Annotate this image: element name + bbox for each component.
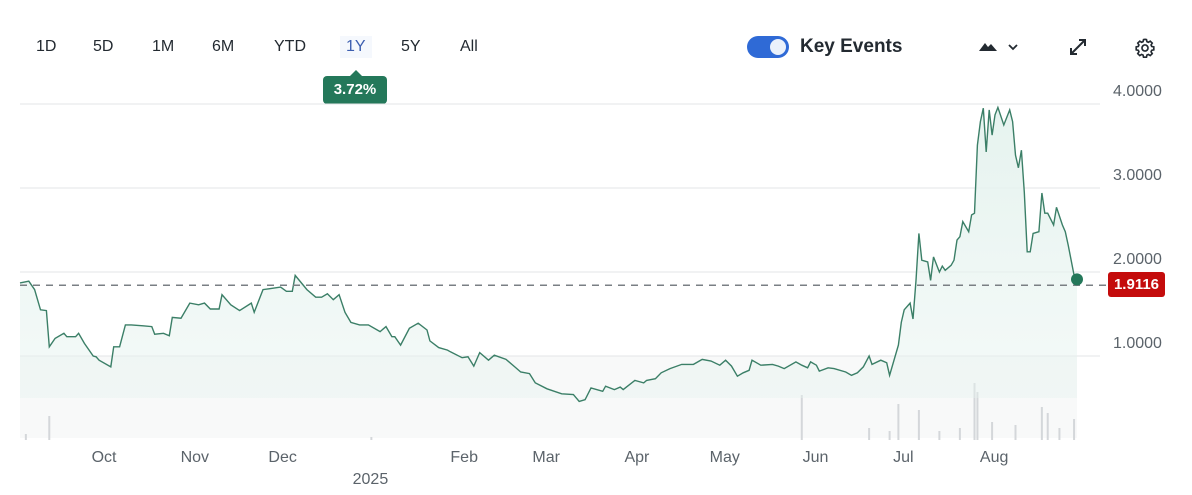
x-tick-label: Apr xyxy=(624,449,650,466)
volume-bar xyxy=(897,404,900,440)
volume-bar xyxy=(1046,413,1049,440)
volume-bar xyxy=(917,410,920,440)
last-price-tag: 1.9116 xyxy=(1108,272,1165,297)
volume-bar xyxy=(24,434,27,440)
volume-bar xyxy=(1014,425,1017,440)
x-tick-label: Dec xyxy=(268,449,296,466)
range-button-5y[interactable]: 5Y xyxy=(401,38,421,55)
range-button-all[interactable]: All xyxy=(460,38,478,55)
volume-bar xyxy=(1073,419,1076,440)
volume-bar xyxy=(888,431,891,440)
x-tick-label: Mar xyxy=(532,449,560,466)
volume-bar xyxy=(991,422,994,440)
volume-bar xyxy=(370,437,373,440)
x-tick-label: Aug xyxy=(980,449,1008,466)
y-tick-label: 2.0000 xyxy=(1113,251,1162,268)
change-percent-badge: 3.72% xyxy=(323,70,387,104)
year-label: 2025 xyxy=(353,471,389,488)
range-button-ytd[interactable]: YTD xyxy=(274,38,306,55)
x-tick-label: Oct xyxy=(92,449,117,466)
chevron-down-icon[interactable] xyxy=(1006,40,1020,58)
volume-bar xyxy=(868,428,871,440)
price-line xyxy=(19,105,1078,403)
volume-bar xyxy=(800,395,803,440)
y-tick-label: 3.0000 xyxy=(1113,167,1162,184)
toggle-knob xyxy=(770,39,786,55)
price-area xyxy=(20,107,1077,402)
x-tick-label: Nov xyxy=(181,449,209,466)
x-tick-label: Feb xyxy=(450,449,478,466)
volume-bar xyxy=(1058,428,1061,440)
volume-bar xyxy=(48,416,51,440)
range-button-1m[interactable]: 1M xyxy=(152,38,175,55)
key-events-label: Key Events xyxy=(800,36,903,57)
volume-bar xyxy=(976,392,979,440)
gear-icon[interactable] xyxy=(1134,37,1156,64)
x-tick-label: Jun xyxy=(803,449,829,466)
range-button-1y[interactable]: 1Y xyxy=(340,36,372,58)
range-button-1d[interactable]: 1D xyxy=(36,38,57,55)
key-events-toggle[interactable] xyxy=(747,36,789,58)
last-price-dot xyxy=(1071,273,1083,286)
y-tick-label: 1.0000 xyxy=(1113,335,1162,352)
mountain-chart-type-icon[interactable] xyxy=(978,38,998,59)
x-tick-label: May xyxy=(710,449,740,466)
range-button-5d[interactable]: 5D xyxy=(93,38,114,55)
volume-bar xyxy=(938,431,941,440)
volume-bar xyxy=(973,383,976,440)
volume-bar xyxy=(1040,407,1043,440)
y-tick-label: 4.0000 xyxy=(1113,83,1162,100)
expand-icon[interactable] xyxy=(1068,37,1088,62)
volume-bar xyxy=(958,428,961,440)
x-tick-label: Jul xyxy=(893,449,913,466)
range-button-6m[interactable]: 6M xyxy=(212,38,235,55)
